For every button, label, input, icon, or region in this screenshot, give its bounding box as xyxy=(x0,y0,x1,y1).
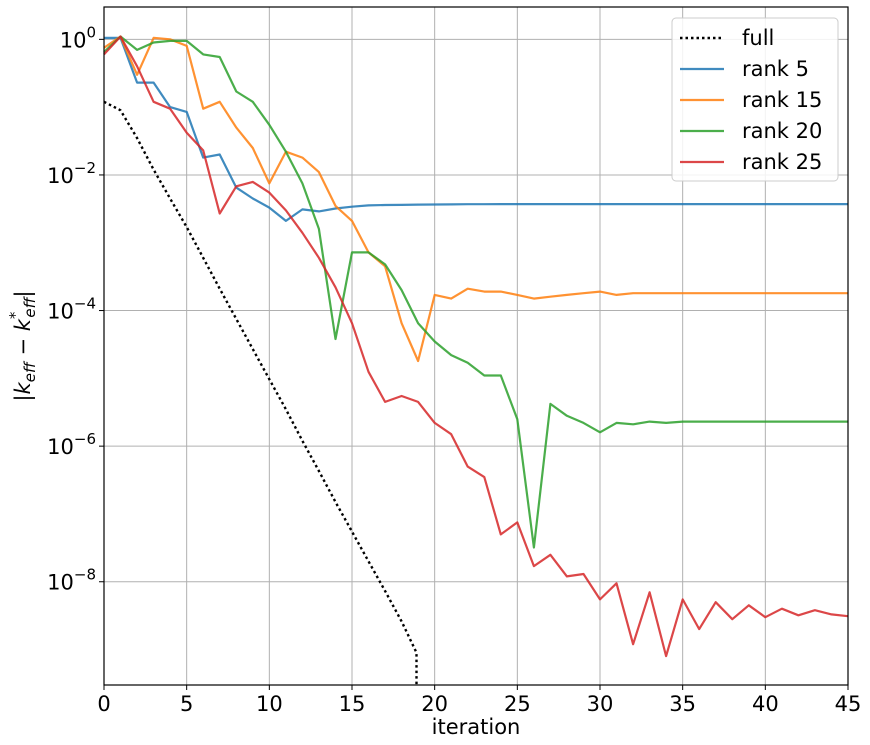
legend-label: rank 20 xyxy=(742,119,822,143)
series-line-rank-15 xyxy=(103,35,848,363)
series-layer xyxy=(103,35,849,685)
legend: full rank 5 rank 15 rank 20 rank 25 xyxy=(671,17,839,182)
x-tick-label: 15 xyxy=(339,692,366,716)
x-tick-label: 0 xyxy=(97,692,110,716)
x-axis-ticks: 0 5 10 15 20 25 30 35 40 45 xyxy=(97,685,861,716)
grid xyxy=(103,7,849,685)
x-tick-label: 40 xyxy=(752,692,779,716)
series-line-full xyxy=(103,100,418,685)
x-tick-label: 20 xyxy=(421,692,448,716)
legend-label: rank 15 xyxy=(742,88,822,112)
y-axis-label: |keff − k*eff| xyxy=(6,290,39,401)
y-tick-label: 100 xyxy=(60,23,96,52)
x-tick-label: 5 xyxy=(180,692,193,716)
y-tick-label: 10−8 xyxy=(47,566,96,595)
x-axis-label: iteration xyxy=(432,715,521,739)
legend-label: rank 25 xyxy=(742,150,822,174)
y-tick-label: 10−4 xyxy=(47,295,96,324)
x-tick-label: 45 xyxy=(835,692,862,716)
series-line-rank-5 xyxy=(104,36,848,222)
x-tick-label: 30 xyxy=(587,692,614,716)
series-line-rank-20 xyxy=(103,35,848,549)
legend-label: full xyxy=(742,26,774,50)
x-tick-label: 10 xyxy=(256,692,283,716)
legend-box xyxy=(671,17,839,182)
y-axis-ticks: 100 10−2 10−4 10−6 10−8 xyxy=(47,23,104,595)
y-tick-label: 10−6 xyxy=(47,430,96,459)
y-tick-label: 10−2 xyxy=(47,159,96,188)
x-tick-label: 25 xyxy=(504,692,531,716)
x-tick-label: 35 xyxy=(669,692,696,716)
series-line-rank-25 xyxy=(103,35,849,658)
plot-frame xyxy=(103,6,849,686)
legend-label: rank 5 xyxy=(742,57,809,81)
